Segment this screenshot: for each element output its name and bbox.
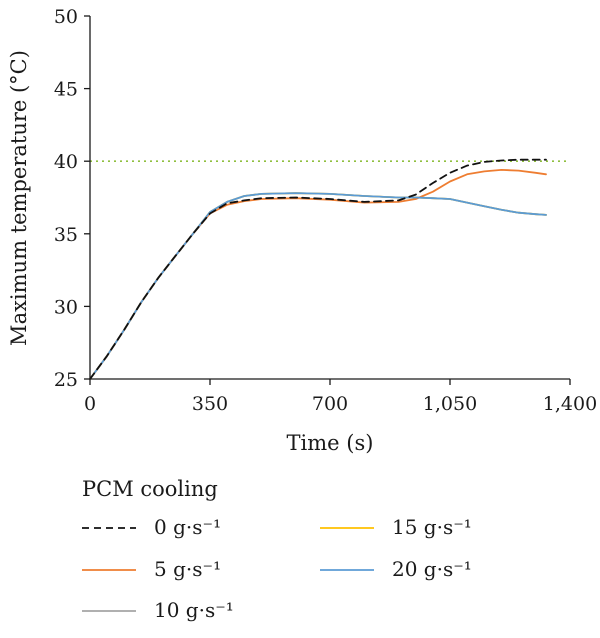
legend-label: 0 g·s⁻¹	[154, 515, 221, 539]
y-tick-label: 45	[54, 79, 78, 101]
legend-entry: 5 g·s⁻¹	[82, 557, 221, 581]
series-line	[89, 192, 547, 380]
legend-label: 10 g·s⁻¹	[154, 598, 234, 622]
x-tick-label: 350	[192, 393, 228, 415]
legend-entry: 20 g·s⁻¹	[320, 557, 472, 581]
plot-area	[89, 158, 570, 380]
series-line	[89, 169, 547, 380]
x-tick-label: 700	[312, 393, 348, 415]
x-axis-title: Time (s)	[287, 431, 374, 455]
y-tick-label: 40	[54, 151, 78, 173]
x-tick-label: 1,400	[543, 393, 597, 415]
legend-label: 20 g·s⁻¹	[392, 557, 472, 581]
axes: 0 350 700 1,050 1,400 25 30 35 40 45 50	[54, 6, 597, 415]
legend-label: 5 g·s⁻¹	[154, 557, 221, 581]
legend: PCM cooling 0 g·s⁻¹ 5 g·s⁻¹ 10 g·s⁻¹ 15 g·s…	[82, 477, 472, 622]
legend-entry: 0 g·s⁻¹	[82, 515, 221, 539]
x-ticks: 0 350 700 1,050 1,400	[84, 379, 597, 415]
y-axis-title: Maximum temperature (°C)	[7, 50, 31, 346]
legend-entries: 0 g·s⁻¹ 5 g·s⁻¹ 10 g·s⁻¹ 15 g·s⁻¹ 20 g·s⁻¹	[82, 515, 472, 622]
x-tick-label: 1,050	[423, 393, 477, 415]
y-tick-label: 25	[54, 369, 78, 391]
series-line	[89, 192, 547, 380]
series-line	[89, 158, 547, 380]
y-tick-label: 50	[54, 6, 78, 28]
series-lines	[89, 158, 547, 380]
y-tick-label: 35	[54, 224, 78, 246]
x-tick-label: 0	[84, 393, 96, 415]
y-tick-label: 30	[54, 296, 78, 318]
y-ticks: 25 30 35 40 45 50	[54, 6, 90, 391]
series-line	[89, 192, 547, 380]
legend-label: 15 g·s⁻¹	[392, 515, 472, 539]
legend-entry: 15 g·s⁻¹	[320, 515, 472, 539]
legend-entry: 10 g·s⁻¹	[82, 598, 234, 622]
legend-title: PCM cooling	[82, 477, 218, 501]
